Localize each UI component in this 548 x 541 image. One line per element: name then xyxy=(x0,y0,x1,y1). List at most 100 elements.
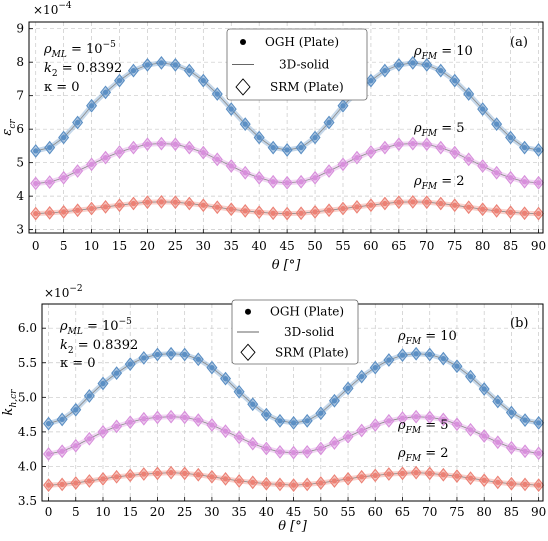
ogh-point xyxy=(466,204,472,210)
x-tick-label: 40 xyxy=(259,505,274,519)
ogh-point xyxy=(508,445,515,451)
rho-fm-symbol: ρ xyxy=(397,418,406,433)
rho-fm-value: = 5 xyxy=(437,121,464,136)
ogh-point xyxy=(242,208,248,214)
ogh-point xyxy=(277,449,283,455)
ogh-point xyxy=(158,199,165,205)
ogh-point xyxy=(209,474,215,480)
ogh-point xyxy=(86,478,92,484)
ogh-point xyxy=(59,448,65,454)
ogh-point xyxy=(277,418,283,424)
ogh-point xyxy=(116,78,123,84)
ogh-point xyxy=(298,210,304,216)
ogh-point xyxy=(495,479,501,485)
y-label-main: k xyxy=(1,407,16,415)
ogh-point xyxy=(214,91,220,97)
ogh-point xyxy=(154,470,161,476)
ogh-point xyxy=(116,202,123,208)
ogh-point xyxy=(340,103,346,109)
ogh-point xyxy=(222,376,229,382)
ogh-point xyxy=(228,106,234,112)
legend-ogh-marker xyxy=(245,308,251,315)
ogh-point xyxy=(399,470,406,476)
x-tick-label: 85 xyxy=(503,239,518,253)
ogh-point xyxy=(100,429,106,435)
ogh-point xyxy=(277,481,283,488)
x-tick-label: 65 xyxy=(391,239,406,253)
series-label-rho-fm-5: ρFM = 5 xyxy=(397,418,449,436)
x-tick-label: 90 xyxy=(531,239,546,253)
ogh-point xyxy=(467,373,474,380)
ogh-point xyxy=(372,422,378,428)
x-tick-label: 30 xyxy=(196,239,211,253)
ogh-point xyxy=(372,472,378,479)
ogh-point xyxy=(242,170,248,176)
ogh-point xyxy=(33,148,39,154)
ogh-point xyxy=(154,414,161,420)
ogh-point xyxy=(481,477,487,483)
x-tick-label: 55 xyxy=(335,239,350,253)
ogh-point xyxy=(466,91,472,97)
ogh-point xyxy=(340,205,346,212)
ogh-point xyxy=(399,352,406,358)
ogh-point xyxy=(326,119,332,126)
ogh-point xyxy=(467,427,474,433)
ogh-point xyxy=(318,445,324,452)
ogh-point xyxy=(452,78,458,84)
y-axis-label: εcr xyxy=(0,119,18,136)
ogh-point xyxy=(168,414,174,420)
ogh-point xyxy=(331,478,338,484)
y-tick-label: 6.0 xyxy=(18,321,37,335)
ogh-point xyxy=(214,156,220,162)
ogh-point xyxy=(86,393,92,399)
y-label-sub: h,cr xyxy=(9,389,19,408)
y-tick-label: 6 xyxy=(16,122,24,136)
ogh-point xyxy=(494,121,500,127)
ogh-point xyxy=(536,450,542,456)
ogh-point xyxy=(114,370,120,376)
ogh-point xyxy=(263,445,269,452)
rho-fm-symbol: ρ xyxy=(397,329,406,344)
rho-fm-symbol: ρ xyxy=(413,44,422,59)
rho-fm-value: = 2 xyxy=(421,446,448,461)
ogh-point xyxy=(263,481,269,487)
ogh-point xyxy=(186,67,192,74)
ogh-point xyxy=(368,202,374,208)
ogh-point xyxy=(172,199,178,205)
panel-b: 0 5 10 15 20 25 30 35 40 45 50 55 60 65 70 75 80 85 90 3.5 4… xyxy=(1,284,546,534)
rho-fm-sub: FM xyxy=(405,454,422,464)
legend-ogh-label: OGH (Plate) xyxy=(270,305,344,319)
ogh-point xyxy=(75,168,81,174)
rho-fm-value: = 10 xyxy=(437,44,473,59)
ogh-point xyxy=(290,450,297,456)
ogh-point xyxy=(522,448,528,454)
ogh-point xyxy=(127,361,133,367)
ogh-point xyxy=(521,179,528,185)
x-tick-label: 60 xyxy=(368,505,383,519)
ogh-point xyxy=(536,420,542,426)
rho-fm-sub: FM xyxy=(421,182,438,192)
ogh-point xyxy=(61,175,67,181)
rho-ml-exponent: −5 xyxy=(103,40,117,50)
param-k2: k2 = 0.8392 xyxy=(44,61,122,79)
ogh-point xyxy=(250,401,256,407)
ogh-point xyxy=(236,478,242,484)
ogh-point xyxy=(304,481,310,488)
ogh-point xyxy=(130,200,137,207)
ogh-point xyxy=(33,180,39,187)
x-tick-label: 30 xyxy=(204,505,219,519)
scale-exponent: −2 xyxy=(69,284,82,294)
x-tick-label: 40 xyxy=(252,239,267,253)
ogh-point xyxy=(359,474,365,480)
ogh-point xyxy=(102,155,109,161)
rho-fm-value: = 10 xyxy=(421,329,457,344)
ogh-point xyxy=(345,385,351,391)
x-tick-label: 70 xyxy=(422,505,437,519)
ogh-point xyxy=(256,209,262,215)
rho-ml-exponent: −5 xyxy=(119,317,133,327)
rho-fm-sub: FM xyxy=(405,426,422,436)
rho-fm-sub: FM xyxy=(421,129,438,139)
ogh-point xyxy=(466,156,472,162)
ogh-point xyxy=(424,62,430,68)
ogh-point xyxy=(298,144,304,151)
